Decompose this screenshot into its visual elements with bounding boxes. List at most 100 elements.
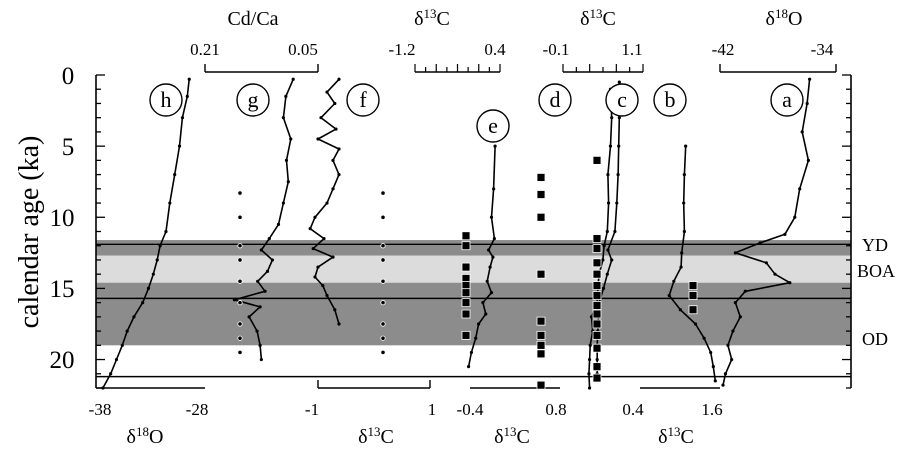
series-point-d	[606, 172, 610, 177]
series-point-a	[805, 101, 809, 106]
series-point-a	[733, 251, 737, 255]
series-point-g	[247, 315, 251, 319]
dot-marker	[237, 349, 243, 356]
series-point-g	[259, 357, 263, 362]
bot-d13c-1-title: δ13C	[358, 424, 394, 448]
dot-marker	[380, 335, 386, 341]
top-d13c-1-left-label: -1.2	[389, 40, 416, 59]
dot-marker	[237, 257, 243, 263]
series-point-d	[605, 229, 609, 234]
series-point-f	[313, 215, 317, 219]
series-point-a	[738, 315, 742, 319]
square-marker	[592, 244, 602, 253]
square-marker	[461, 288, 471, 298]
series-point-f	[316, 265, 320, 269]
square-marker	[592, 362, 602, 372]
series-point-c	[605, 272, 609, 276]
square-marker	[461, 298, 471, 308]
square-marker	[536, 190, 546, 199]
square-marker	[461, 262, 471, 272]
band-2	[96, 282, 851, 297]
top-axis-cdca: 0.21 0.05 Cd/Ca	[190, 8, 319, 73]
circle-label-g: g	[236, 83, 270, 117]
square-marker	[536, 349, 546, 359]
dot-marker	[237, 321, 243, 327]
series-point-h	[177, 144, 182, 148]
series-point-f	[325, 90, 329, 94]
series-point-f	[331, 255, 335, 259]
dot-marker	[380, 190, 386, 196]
y-tick-label-20: 20	[50, 347, 75, 374]
series-point-b	[679, 265, 683, 269]
dot-marker	[237, 300, 243, 306]
series-point-f	[331, 158, 335, 162]
top-d18o-left-label: -42	[712, 40, 735, 59]
series-point-g	[281, 201, 285, 205]
y-tick-label-15: 15	[50, 276, 75, 303]
series-point-d	[588, 343, 592, 347]
svg-text:a: a	[782, 87, 792, 112]
series-point-c	[615, 201, 619, 205]
top-cdca-left-label: 0.21	[190, 40, 220, 59]
y-tick-label-0: 0	[62, 63, 75, 90]
dot-marker	[237, 278, 243, 284]
series-point-b	[684, 144, 688, 148]
right-axis-ticks	[842, 74, 851, 389]
series-point-e	[491, 255, 495, 259]
series-point-c	[613, 229, 617, 234]
series-point-e	[492, 187, 496, 191]
bot-d13c-3-title: δ13C	[658, 424, 694, 448]
series-point-a	[730, 357, 734, 362]
top-d13c-1-right-label: 0.4	[484, 40, 506, 59]
bottom-axis-d13c-2: -0.4 0.8 δ13C	[457, 387, 567, 448]
series-point-a	[773, 272, 777, 276]
series-point-b	[682, 229, 686, 234]
series-point-f	[325, 293, 329, 298]
series-point-h	[185, 94, 189, 98]
series-point-g	[267, 237, 271, 241]
square-marker	[536, 330, 546, 340]
top-axis-d13c-2: -0.1 1.1 δ13C	[543, 6, 644, 73]
bottom-axis-d18o: -38 -28 δ18O	[89, 387, 208, 448]
series-point-c	[601, 286, 606, 291]
series-point-e	[477, 322, 481, 326]
series-point-h	[151, 272, 155, 276]
series-point-b	[667, 293, 671, 298]
series-point-e	[487, 248, 491, 252]
series-point-h	[120, 343, 124, 347]
series-point-g	[281, 116, 285, 120]
bot-d13c-2-right-label: 0.8	[545, 400, 566, 419]
series-point-g	[255, 329, 259, 333]
bot-d13c-2-left-label: -0.4	[457, 400, 484, 419]
square-marker	[592, 309, 602, 319]
circle-label-e: e	[476, 109, 510, 143]
square-marker	[592, 343, 602, 353]
y-axis-ticks	[96, 74, 105, 389]
band-1	[96, 255, 851, 283]
series-line-g	[233, 78, 294, 360]
square-marker	[688, 305, 698, 315]
bottom-axis-d13c-1: -1 1 δ13C	[305, 380, 436, 448]
series-point-h	[164, 229, 168, 234]
series-point-g	[284, 94, 288, 98]
svg-text:d: d	[550, 87, 561, 112]
series-point-f	[319, 116, 323, 120]
square-marker	[592, 281, 602, 290]
square-marker	[536, 380, 546, 390]
series-point-a	[788, 281, 792, 285]
svg-text:g: g	[248, 87, 259, 112]
series-point-f	[337, 322, 341, 326]
series-point-e	[466, 365, 471, 369]
series-point-h	[141, 301, 145, 305]
series-point-f	[337, 172, 341, 177]
dot-marker	[237, 190, 243, 196]
dot-marker	[380, 300, 386, 306]
circle-label-f: f	[346, 83, 380, 117]
dot-marker	[380, 278, 386, 284]
square-marker	[592, 291, 602, 300]
series-point-d	[587, 372, 591, 376]
series-point-a	[731, 329, 735, 333]
svg-text:h: h	[161, 87, 172, 112]
circle-label-a: a	[770, 83, 804, 117]
square-marker	[688, 281, 698, 290]
